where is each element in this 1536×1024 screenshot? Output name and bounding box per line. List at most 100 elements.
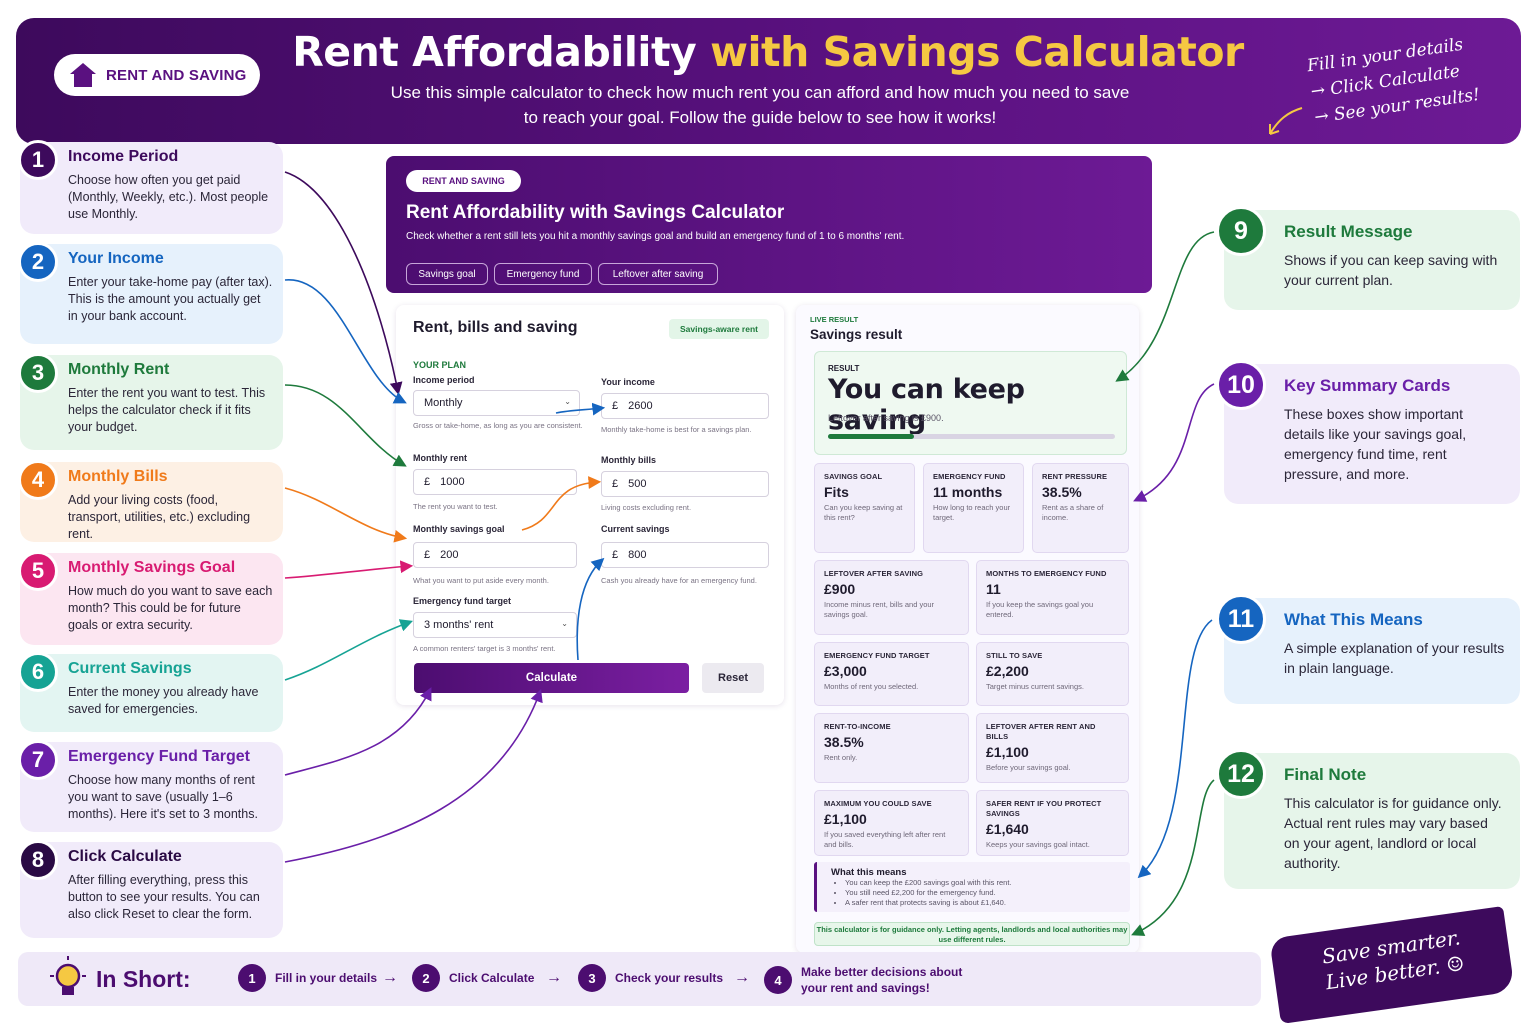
result-card: LIVE RESULT Savings result RESULT You ca… <box>796 305 1139 953</box>
means-item: A safer rent that protects saving is abo… <box>845 898 1116 908</box>
rent-hint: The rent you want to test. <box>413 502 498 511</box>
tile-value: 11 months <box>933 484 1003 500</box>
short-step-1: 1 Fill in your details <box>238 964 377 992</box>
income-period-label: Income period <box>413 375 475 385</box>
current-savings-input[interactable]: £ 800 <box>601 542 769 568</box>
short-step-text: Fill in your details <box>275 971 378 985</box>
step-9-title: Result Message <box>1284 222 1413 241</box>
short-step-number: 3 <box>578 964 606 992</box>
income-period-select[interactable]: Monthly ⌄ <box>413 390 580 416</box>
pill-emergency-fund[interactable]: Emergency fund <box>494 263 592 285</box>
tile-savings-goal: SAVINGS GOAL Fits Can you keep saving at… <box>814 463 915 553</box>
step-1-desc: Choose how often you get paid (Monthly, … <box>68 173 269 221</box>
step-12-number: 12 <box>1216 749 1266 799</box>
step-8-title: Click Calculate <box>68 848 182 865</box>
tile-emergency-fund: EMERGENCY FUND 11 months How long to rea… <box>923 463 1024 553</box>
progress-bar <box>828 434 1115 439</box>
tile-months-to-fund: MONTHS TO EMERGENCY FUND 11 If you keep … <box>976 560 1129 635</box>
form-badge: Savings-aware rent <box>669 319 769 339</box>
arrow-right-icon: → <box>734 969 750 986</box>
pill-leftover[interactable]: Leftover after saving <box>598 263 718 285</box>
tile-desc: Rent only. <box>824 753 858 762</box>
tile-value: Fits <box>824 484 849 500</box>
subtitle-line-1: Use this simple calculator to check how … <box>390 83 1130 102</box>
means-item: You still need £2,200 for the emergency … <box>845 888 1116 898</box>
step-6-title: Current Savings <box>68 660 192 677</box>
step-6-desc: Enter the money you already have saved f… <box>68 685 259 716</box>
rent-input[interactable]: £ 1000 <box>413 469 577 495</box>
step-8-number: 8 <box>18 840 58 880</box>
means-item: You can keep the £200 savings goal with … <box>845 878 1116 888</box>
currency-symbol: £ <box>424 549 431 561</box>
tile-value: £1,100 <box>986 744 1029 760</box>
tile-maximum-save: MAXIMUM YOU COULD SAVE £1,100 If you sav… <box>814 790 969 856</box>
currency-symbol: £ <box>612 549 619 561</box>
tile-label: EMERGENCY FUND <box>933 472 1006 481</box>
rent-value: 1000 <box>440 476 465 488</box>
income-input[interactable]: £ 2600 <box>601 393 769 419</box>
short-step-number: 4 <box>764 966 792 994</box>
short-step-4: 4 Make better decisions about your rent … <box>764 964 971 996</box>
step-9-number: 9 <box>1216 206 1266 256</box>
calculator-title: Rent Affordability with Savings Calculat… <box>406 202 785 223</box>
calculate-button[interactable]: Calculate <box>414 663 689 693</box>
step-11-title: What This Means <box>1284 610 1423 629</box>
savings-goal-input[interactable]: £ 200 <box>413 542 577 568</box>
reset-button[interactable]: Reset <box>702 663 764 693</box>
step-12-title: Final Note <box>1284 765 1367 784</box>
in-short-bar: In Short: 1 Fill in your details → 2 Cli… <box>18 952 1261 1006</box>
current-savings-value: 800 <box>628 549 647 561</box>
tile-rent-pressure: RENT PRESSURE 38.5% Rent as a share of i… <box>1032 463 1129 553</box>
step-6-number: 6 <box>18 652 58 692</box>
step-12-desc: This calculator is for guidance only. Ac… <box>1284 795 1502 871</box>
in-short-label: In Short: <box>96 966 191 992</box>
currency-symbol: £ <box>612 478 619 490</box>
step-6-card: 6 Current Savings Enter the money you al… <box>18 652 283 732</box>
tile-desc: Keeps your savings goal intact. <box>986 840 1090 849</box>
guidance-note: This calculator is for guidance only. Le… <box>814 922 1130 946</box>
house-icon <box>70 63 96 87</box>
step-2-card: 2 Your Income Enter your take-home pay (… <box>18 242 283 344</box>
short-step-text: Make better decisions about your rent an… <box>801 965 963 995</box>
step-9-desc: Shows if you can keep saving with your c… <box>1284 252 1498 288</box>
emergency-select[interactable]: 3 months' rent ⌄ <box>413 612 577 638</box>
step-2-title: Your Income <box>68 250 164 267</box>
short-step-number: 2 <box>412 964 440 992</box>
progress-fill <box>828 434 915 439</box>
rent-label: Monthly rent <box>413 453 467 463</box>
step-11-card: 11 What This Means A simple explanation … <box>1216 594 1520 704</box>
lightbulb-icon <box>50 956 86 995</box>
savings-goal-value: 200 <box>440 549 459 561</box>
step-7-title: Emergency Fund Target <box>68 748 250 765</box>
income-label: Your income <box>601 377 655 387</box>
tile-leftover-after-saving: LEFTOVER AFTER SAVING £900 Income minus … <box>814 560 969 635</box>
result-label: RESULT <box>828 364 860 373</box>
pill-savings-goal[interactable]: Savings goal <box>406 263 488 285</box>
current-savings-hint: Cash you already have for an emergency f… <box>601 576 757 585</box>
tile-label: LEFTOVER AFTER RENT AND BILLS <box>986 722 1096 741</box>
income-value: 2600 <box>628 400 653 412</box>
tile-label: RENT PRESSURE <box>1042 472 1108 481</box>
tile-label: EMERGENCY FUND TARGET <box>824 651 930 660</box>
form-card: Rent, bills and saving Savings-aware ren… <box>396 305 784 705</box>
tile-value: 38.5% <box>1042 484 1082 500</box>
what-this-means: What this means You can keep the £200 sa… <box>814 862 1130 912</box>
short-step-3: 3 Check your results <box>578 964 723 992</box>
tile-desc: Months of rent you selected. <box>824 682 919 691</box>
tile-desc: Can you keep saving at this rent? <box>824 503 903 522</box>
hero-tag: RENT AND SAVING <box>54 54 260 96</box>
bills-input[interactable]: £ 500 <box>601 471 769 497</box>
tile-label: MAXIMUM YOU COULD SAVE <box>824 799 932 808</box>
tile-label: MONTHS TO EMERGENCY FUND <box>986 569 1107 578</box>
step-2-desc: Enter your take-home pay (after tax). Th… <box>68 275 273 323</box>
form-title: Rent, bills and saving <box>413 319 578 336</box>
subtitle-line-2: to reach your goal. Follow the guide bel… <box>523 108 997 127</box>
step-12-card: 12 Final Note This calculator is for gui… <box>1216 749 1520 889</box>
calculator-subtitle: Check whether a rent still lets you hit … <box>406 231 905 242</box>
step-9-card: 9 Result Message Shows if you can keep s… <box>1216 206 1520 310</box>
step-10-title: Key Summary Cards <box>1284 376 1451 395</box>
tile-desc: Before your savings goal. <box>986 763 1071 772</box>
bills-hint: Living costs excluding rent. <box>601 503 692 512</box>
tile-label: SAFER RENT IF YOU PROTECT SAVINGS <box>986 799 1102 818</box>
currency-symbol: £ <box>424 476 431 488</box>
